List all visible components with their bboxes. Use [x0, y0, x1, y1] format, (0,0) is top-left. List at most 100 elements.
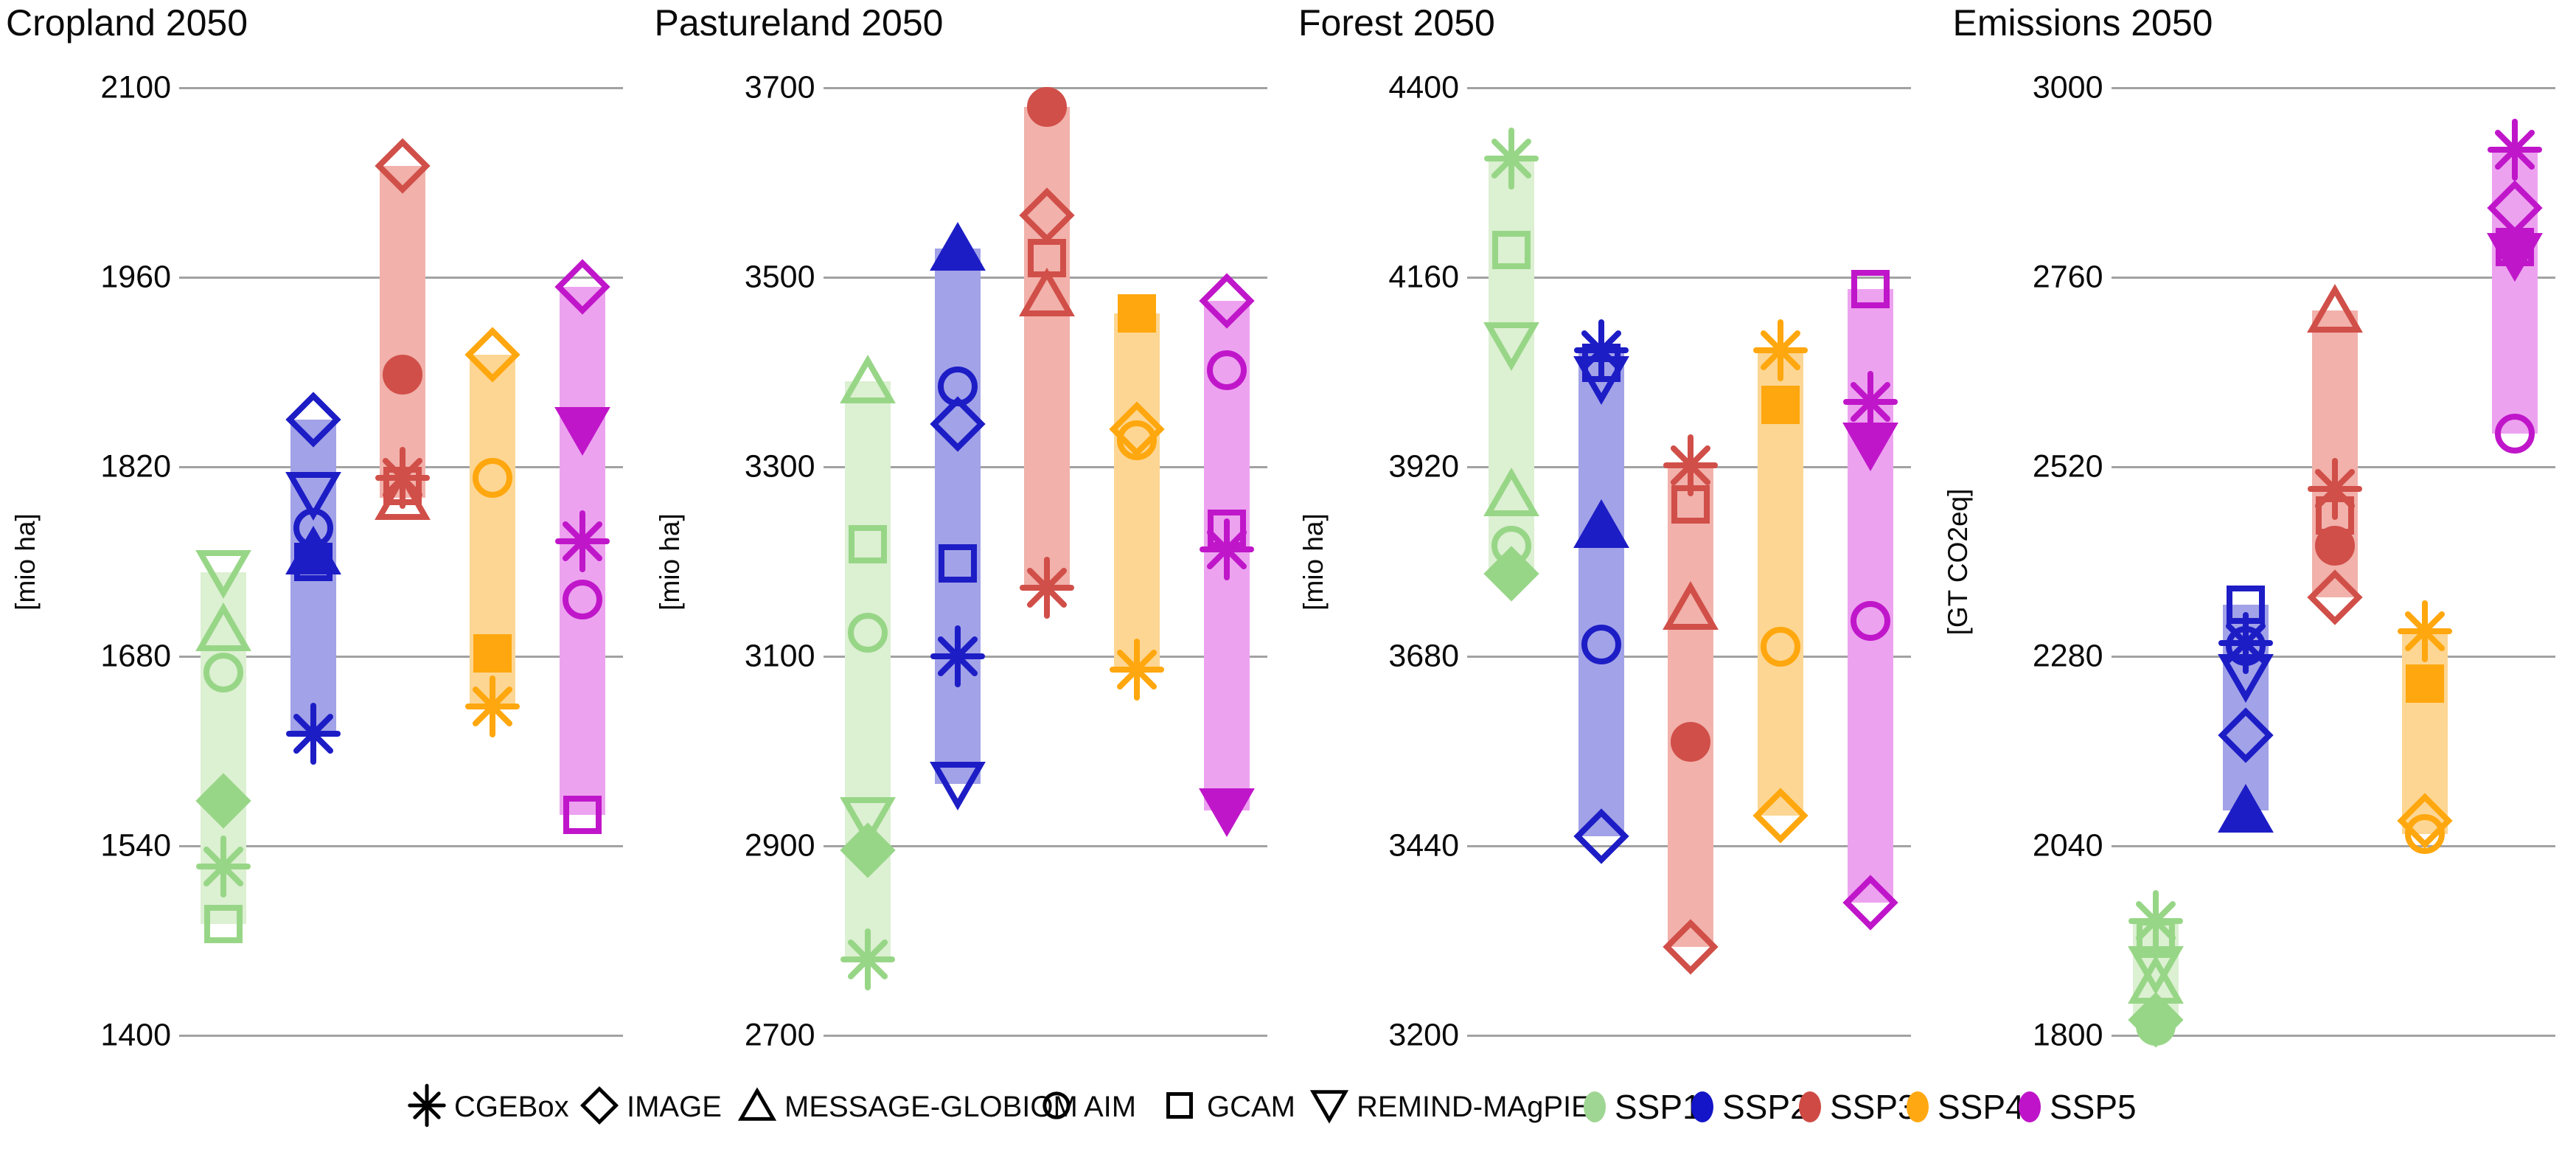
- y-tick-label: 1820: [100, 448, 171, 485]
- y-tick-label: 3100: [744, 638, 815, 674]
- y-axis-unit-label: [mio ha]: [1298, 513, 1329, 611]
- marker-cgebox-icon: [2482, 117, 2547, 182]
- triangle-up-icon: [734, 1083, 780, 1132]
- marker-image-icon: [835, 818, 900, 883]
- marker-message-globiom-icon: [1658, 575, 1723, 640]
- legend-model-remind-magpie: REMIND-MAgPIE: [1306, 1083, 1591, 1132]
- y-tick-label: 2760: [2032, 259, 2103, 295]
- y-tick-label: 3920: [1388, 448, 1459, 485]
- y-tick-label: 1960: [100, 259, 171, 295]
- range-bar-ssp4: [1758, 350, 1803, 816]
- y-tick-label: 1400: [100, 1017, 171, 1053]
- marker-aim-icon: [460, 445, 525, 510]
- marker-cgebox-icon: [1748, 318, 1813, 383]
- marker-gcam-icon: [2392, 651, 2457, 716]
- marker-aim-icon: [2302, 513, 2367, 578]
- marker-aim-icon: [370, 342, 435, 407]
- asterisk-icon: [404, 1083, 450, 1132]
- marker-image-icon: [1748, 783, 1813, 848]
- marker-remind-magpie-icon: [191, 540, 256, 605]
- marker-gcam-icon: [1838, 257, 1903, 322]
- marker-cgebox-icon: [1658, 433, 1723, 498]
- marker-remind-magpie-icon: [1838, 412, 1903, 477]
- circle-icon: [1034, 1083, 1079, 1132]
- panel-title: Cropland 2050: [6, 2, 248, 44]
- marker-image-icon: [550, 254, 615, 319]
- marker-image-icon: [1658, 914, 1723, 979]
- y-tick-label: 3000: [2032, 69, 2103, 105]
- marker-aim-icon: [2123, 993, 2188, 1058]
- y-tick-label: 1800: [2032, 1017, 2103, 1053]
- marker-image-icon: [1838, 870, 1903, 935]
- marker-cgebox-icon: [835, 927, 900, 992]
- y-tick-label: 2700: [744, 1017, 815, 1053]
- y-tick-label: 3500: [744, 259, 815, 295]
- marker-gcam-icon: [281, 529, 346, 594]
- marker-cgebox-icon: [460, 674, 525, 739]
- legend-ssp-label: SSP3: [1830, 1088, 1917, 1126]
- ssp4-color-dot: [1907, 1091, 1929, 1122]
- marker-aim-icon: [1014, 74, 1079, 139]
- gridline: [2111, 844, 2555, 847]
- marker-remind-magpie-icon: [925, 751, 990, 816]
- marker-gcam-icon: [1479, 218, 1544, 282]
- marker-aim-icon: [1748, 614, 1813, 679]
- marker-aim-icon: [2213, 614, 2278, 678]
- marker-message-globiom-icon: [1479, 462, 1544, 527]
- marker-aim-icon: [1104, 408, 1169, 473]
- marker-aim-icon: [550, 567, 615, 632]
- marker-gcam-icon: [550, 782, 615, 847]
- marker-remind-magpie-icon: [2123, 936, 2188, 1001]
- y-tick-label: 1540: [100, 827, 171, 864]
- square-icon: [1157, 1083, 1202, 1132]
- panel-pastureland-2050: Pastureland 2050 [mio ha] 2700 2900 3100 3300…: [644, 0, 1289, 1160]
- y-tick-label: 3300: [744, 448, 815, 485]
- y-tick-label: 4400: [1388, 69, 1459, 105]
- marker-gcam-icon: [1658, 472, 1723, 537]
- ssp1-color-dot: [1584, 1091, 1606, 1122]
- marker-remind-magpie-icon: [550, 397, 615, 462]
- marker-message-globiom-icon: [835, 349, 900, 414]
- marker-cgebox-icon: [281, 701, 346, 766]
- marker-aim-icon: [835, 600, 900, 665]
- ssp3-color-dot: [1799, 1091, 1821, 1122]
- marker-aim-icon: [1569, 612, 1634, 677]
- marker-message-globiom-icon: [1014, 262, 1079, 327]
- marker-image-icon: [2302, 565, 2367, 630]
- ssp5-color-dot: [2019, 1091, 2041, 1122]
- panel-title: Emissions 2050: [1952, 2, 2213, 44]
- y-tick-label: 3700: [744, 69, 815, 105]
- y-tick-label: 2900: [744, 827, 815, 864]
- marker-image-icon: [1479, 541, 1544, 606]
- gridline: [2111, 276, 2555, 279]
- panel-title: Pastureland 2050: [654, 2, 944, 44]
- y-tick-label: 2040: [2032, 827, 2103, 864]
- y-tick-label: 2100: [100, 69, 171, 105]
- y-tick-label: 2520: [2032, 448, 2103, 485]
- marker-image-icon: [370, 133, 435, 198]
- marker-image-icon: [925, 392, 990, 456]
- marker-aim-icon: [2482, 401, 2547, 466]
- legend-model-label: REMIND-MAgPIE: [1357, 1091, 1591, 1123]
- range-bar-ssp3: [380, 166, 425, 499]
- marker-gcam-icon: [460, 621, 525, 686]
- legend-ssp-label: SSP4: [1938, 1088, 2025, 1126]
- marker-gcam-icon: [191, 892, 256, 956]
- marker-gcam-icon: [1104, 281, 1169, 346]
- gridline: [823, 1034, 1267, 1037]
- marker-aim-icon: [1658, 709, 1723, 774]
- legend-model-message-globiom: MESSAGE-GLOBIOM: [734, 1083, 1078, 1132]
- panel-forest-2050: Forest 2050 [mio ha] 3200 3440 3680 3920 4160 4…: [1288, 0, 1932, 1160]
- marker-aim-icon: [1194, 338, 1259, 403]
- marker-message-globiom-icon: [2213, 778, 2278, 843]
- triangle-down-icon: [1306, 1083, 1352, 1132]
- legend-ssp-ssp4: SSP4: [1907, 1087, 2025, 1127]
- legend-model-label: GCAM: [1207, 1091, 1295, 1123]
- gridline: [2111, 655, 2555, 658]
- ssp2-color-dot: [1691, 1091, 1713, 1122]
- gridline: [1467, 86, 1911, 89]
- y-tick-label: 3680: [1388, 638, 1459, 674]
- y-tick-label: 3440: [1388, 827, 1459, 864]
- marker-remind-magpie-icon: [281, 462, 346, 527]
- marker-message-globiom-icon: [1569, 493, 1634, 558]
